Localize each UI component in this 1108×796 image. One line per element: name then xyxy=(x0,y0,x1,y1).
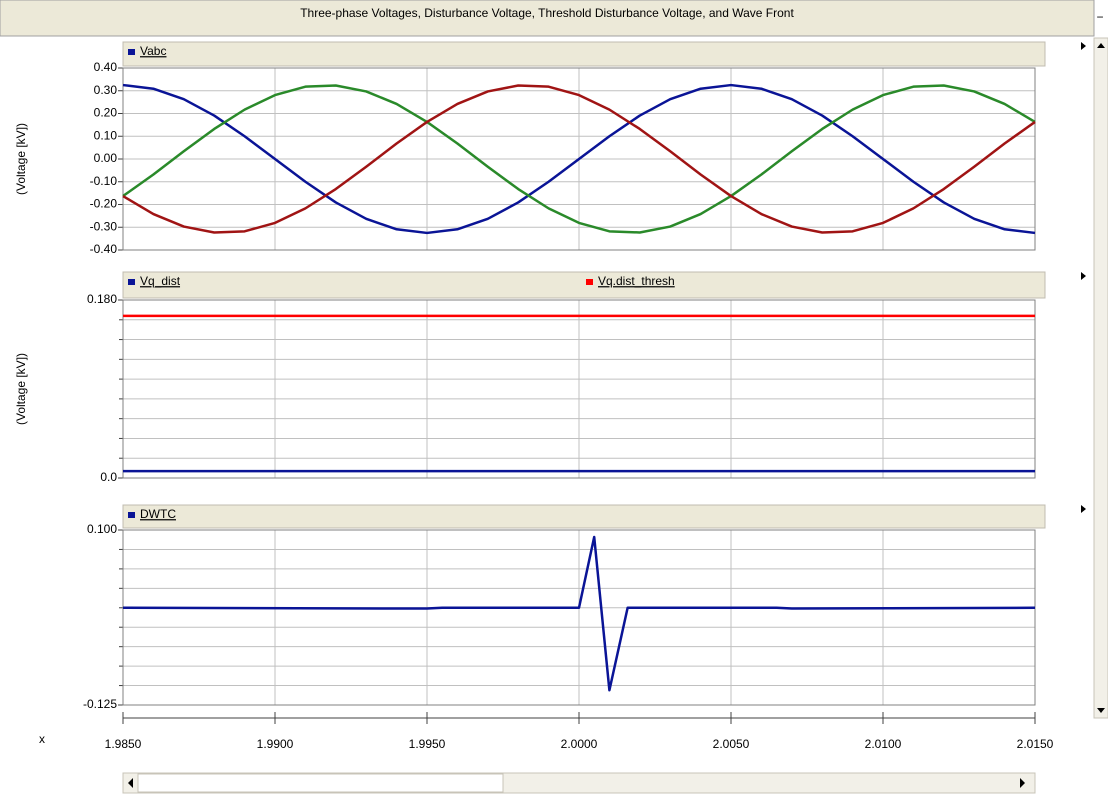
plot-frame xyxy=(122,67,1036,251)
scroll-left[interactable] xyxy=(128,778,133,788)
legend-label: Vq.dist_thresh xyxy=(598,274,675,288)
y-tick-label: -0.10 xyxy=(90,174,118,188)
scroll-up[interactable] xyxy=(1097,43,1105,48)
legend-label: Vq_dist xyxy=(140,274,181,288)
vertical-scrollbar[interactable] xyxy=(1093,37,1108,719)
x-tick-label: 2.0050 xyxy=(713,737,750,751)
y-tick-label: 0.00 xyxy=(94,151,118,165)
series-line xyxy=(122,84,1036,234)
legend-label: DWTC xyxy=(140,507,176,521)
y-tick-label: -0.30 xyxy=(90,219,118,233)
panel-menu-arrow[interactable] xyxy=(1081,42,1086,50)
y-tick-label: -0.20 xyxy=(90,197,118,211)
y-tick-label: 0.20 xyxy=(94,106,118,120)
x-tick-label: 2.0150 xyxy=(1017,737,1054,751)
y-axis-label: (Voltage [kV]) xyxy=(14,123,28,195)
y-tick-label: 0.30 xyxy=(94,83,118,97)
x-tick-label: 2.0000 xyxy=(561,737,598,751)
y-tick-label: -0.125 xyxy=(83,697,117,711)
y-tick-label: 0.40 xyxy=(94,60,118,74)
legend-swatch xyxy=(128,49,135,55)
legend-bar xyxy=(122,41,1046,67)
x-tick-label: 1.9900 xyxy=(257,737,294,751)
y-tick-label: 0.10 xyxy=(94,128,118,142)
plot-frame xyxy=(122,529,1036,706)
panel-menu-arrow[interactable] xyxy=(1081,505,1086,513)
scroll-thumb[interactable] xyxy=(137,773,504,793)
series-line xyxy=(122,84,1036,234)
y-tick-label: 0.100 xyxy=(87,522,117,536)
series-line xyxy=(122,83,1036,235)
series-line xyxy=(122,535,1036,692)
x-tick-label: 2.0100 xyxy=(865,737,902,751)
legend-bar xyxy=(122,271,1046,299)
minimize-button[interactable]: − xyxy=(1096,10,1103,24)
y-tick-label: 0.180 xyxy=(87,292,117,306)
legend-swatch xyxy=(128,512,135,518)
chart-title: Three-phase Voltages, Disturbance Voltag… xyxy=(300,6,794,20)
y-tick-label: 0.0 xyxy=(100,470,117,484)
legend-swatch xyxy=(586,279,593,285)
y-tick-label: -0.40 xyxy=(90,242,118,256)
scroll-right[interactable] xyxy=(1020,778,1025,788)
panel-menu-arrow[interactable] xyxy=(1081,272,1086,280)
x-axis-label: x xyxy=(39,732,45,746)
x-tick-label: 1.9950 xyxy=(409,737,446,751)
y-axis-label: (Voltage [kV]) xyxy=(14,353,28,425)
legend-swatch xyxy=(128,279,135,285)
scroll-down[interactable] xyxy=(1097,708,1105,713)
title-bar xyxy=(0,0,1095,37)
legend-bar xyxy=(122,504,1046,529)
plot-frame xyxy=(122,299,1036,479)
x-tick-label: 1.9850 xyxy=(105,737,142,751)
legend-label: Vabc xyxy=(140,44,166,58)
